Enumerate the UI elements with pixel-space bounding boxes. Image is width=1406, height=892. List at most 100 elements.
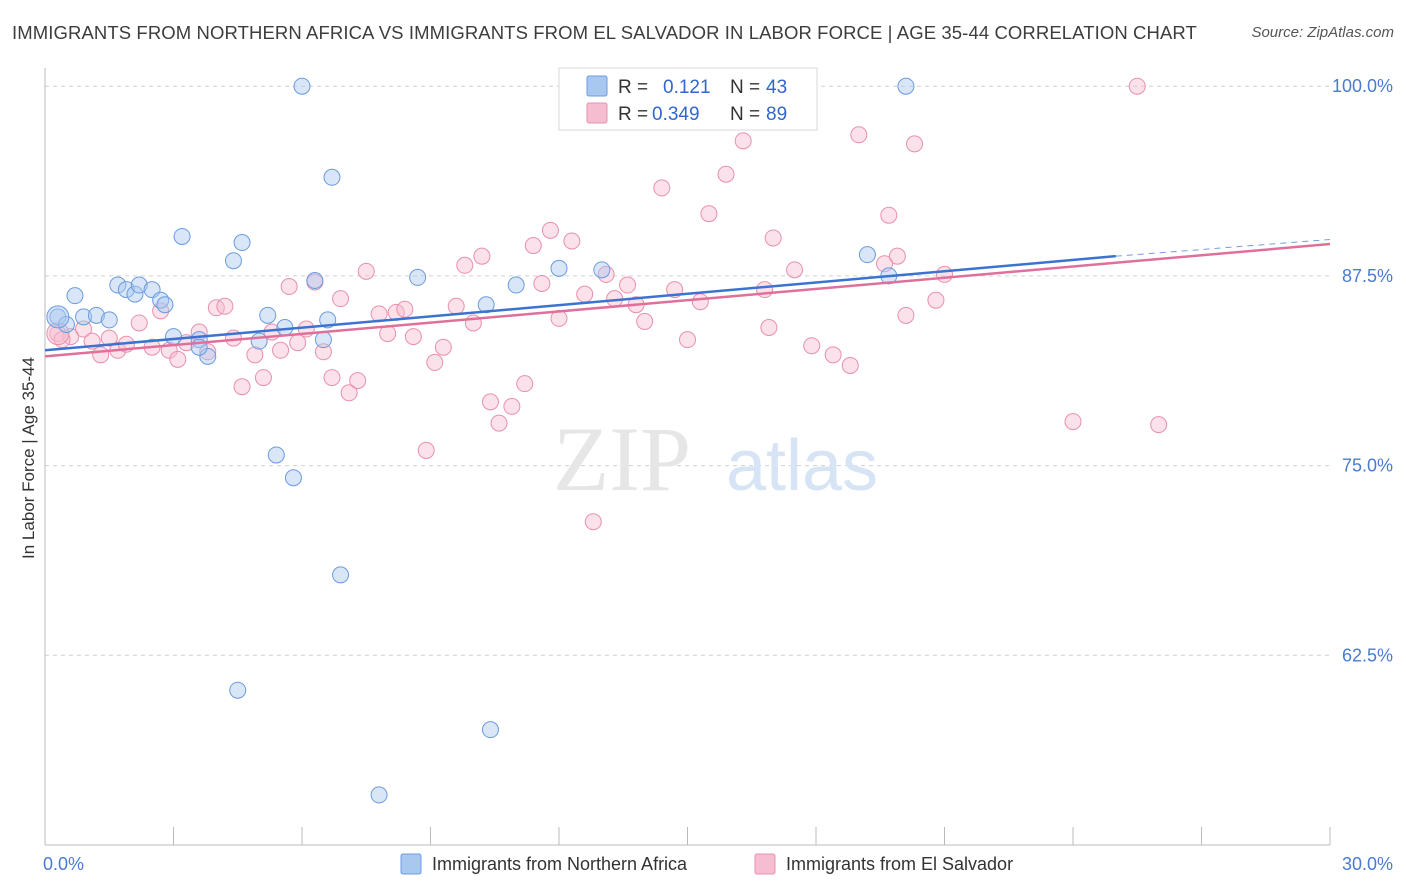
data-point-el-salvador xyxy=(653,179,671,197)
data-point-el-salvador xyxy=(216,297,234,315)
data-point-northern-africa xyxy=(75,308,93,326)
data-point-el-salvador xyxy=(280,278,298,296)
watermark-atlas: atlas xyxy=(726,426,878,506)
data-point-northern-africa xyxy=(306,271,324,289)
data-point-northern-africa xyxy=(858,246,876,264)
data-point-el-salvador xyxy=(349,372,367,390)
legend-r-label-1: R = xyxy=(618,77,648,98)
data-point-northern-africa xyxy=(66,287,84,305)
watermark: ZIP atlas xyxy=(553,408,878,510)
y-tick-label: 62.5% xyxy=(1342,645,1393,665)
data-point-el-salvador xyxy=(75,320,93,338)
data-point-el-salvador xyxy=(314,343,332,361)
data-point-el-salvador xyxy=(199,343,217,361)
data-point-el-salvador xyxy=(533,274,551,292)
trend-line-el-salvador xyxy=(44,242,1331,358)
data-point-el-salvador xyxy=(524,237,542,255)
bottom-legend-swatch-pink xyxy=(754,853,776,875)
data-point-el-salvador xyxy=(541,221,559,239)
data-point-northern-africa xyxy=(173,227,191,245)
data-point-el-salvador xyxy=(1064,413,1082,431)
data-point-northern-africa xyxy=(117,281,135,299)
data-point-el-salvador xyxy=(332,290,350,308)
legend-r-label-2: R = xyxy=(618,104,648,125)
data-point-northern-africa xyxy=(409,268,427,286)
data-point-northern-africa xyxy=(267,446,285,464)
trend-lines xyxy=(44,238,1331,358)
data-point-el-salvador xyxy=(584,513,602,531)
data-point-northern-africa xyxy=(250,332,268,350)
data-point-northern-africa xyxy=(126,285,144,303)
data-point-el-salvador xyxy=(100,329,118,347)
data-point-northern-africa xyxy=(130,276,148,294)
legend-n-label-2: N = xyxy=(730,104,760,125)
data-point-el-salvador xyxy=(927,291,945,309)
data-point-el-salvador xyxy=(233,378,251,396)
data-point-el-salvador xyxy=(1128,77,1146,95)
data-point-northern-africa xyxy=(314,331,332,349)
watermark-zip: ZIP xyxy=(553,408,691,510)
data-point-el-salvador xyxy=(936,265,953,283)
data-point-el-salvador xyxy=(434,338,452,356)
y-tick-label: 87.5% xyxy=(1342,266,1393,286)
data-point-northern-africa-cluster xyxy=(46,305,70,329)
data-point-northern-africa xyxy=(233,234,251,252)
data-point-el-salvador xyxy=(764,229,782,247)
y-tick-label: 100.0% xyxy=(1332,76,1393,96)
chart-title: IMMIGRANTS FROM NORTHERN AFRICA VS IMMIG… xyxy=(12,22,1197,43)
data-point-el-salvador xyxy=(254,369,272,387)
grid-lines xyxy=(45,85,1330,656)
data-point-el-salvador xyxy=(760,319,778,337)
data-point-el-salvador xyxy=(803,337,821,355)
legend-n-value-1: 43 xyxy=(766,77,787,98)
data-point-el-salvador xyxy=(636,312,654,330)
data-point-northern-africa xyxy=(224,252,242,270)
legend-n-value-2: 89 xyxy=(766,104,787,125)
data-point-el-salvador xyxy=(490,414,508,432)
y-tick-label: 75.0% xyxy=(1342,456,1393,476)
data-point-northern-africa xyxy=(323,168,341,186)
data-point-el-salvador xyxy=(576,285,594,303)
data-point-el-salvador xyxy=(447,297,465,315)
data-point-el-salvador xyxy=(906,135,924,153)
data-point-el-salvador xyxy=(691,293,709,311)
data-point-el-salvador xyxy=(516,375,534,393)
series-legend: Immigrants from Northern Africa Immigran… xyxy=(400,853,1013,875)
x-tick-label: 0.0% xyxy=(43,854,84,874)
legend-r-value-1: 0.121 xyxy=(663,77,711,98)
x-tick-label: 30.0% xyxy=(1342,854,1393,874)
data-point-el-salvador xyxy=(563,232,581,250)
data-point-el-salvador xyxy=(824,346,842,364)
bottom-legend-swatch-blue xyxy=(400,853,422,875)
bottom-legend-label-2: Immigrants from El Salvador xyxy=(786,854,1013,874)
data-point-northern-africa xyxy=(550,259,568,277)
legend-swatch-blue xyxy=(586,75,608,97)
data-point-el-salvador xyxy=(92,346,110,364)
data-point-el-salvador xyxy=(1150,416,1168,434)
data-point-el-salvador xyxy=(272,341,290,359)
source-label: Source: ZipAtlas.com xyxy=(1251,24,1394,41)
legend-swatch-pink xyxy=(586,102,608,124)
data-point-el-salvador xyxy=(426,353,444,371)
data-point-northern-africa xyxy=(165,328,182,346)
legend-n-label-1: N = xyxy=(730,77,760,98)
data-point-northern-africa xyxy=(481,721,499,739)
data-point-el-salvador xyxy=(679,331,696,349)
data-point-el-salvador xyxy=(888,247,906,265)
data-point-northern-africa xyxy=(229,681,247,699)
data-point-el-salvador xyxy=(481,393,499,411)
y-axis-label: In Labor Force | Age 35-44 xyxy=(19,357,38,559)
x-tick-labels: 0.0% 30.0% xyxy=(43,854,1393,874)
data-point-northern-africa xyxy=(259,306,277,324)
data-point-northern-africa xyxy=(293,77,311,95)
data-point-northern-africa xyxy=(370,786,388,804)
data-point-northern-africa xyxy=(593,261,611,279)
data-point-northern-africa xyxy=(897,77,915,95)
correlation-legend: R = 0.121 N = 43 R = 0.349 N = 89 xyxy=(558,67,818,131)
y-tick-labels: 62.5% 75.0% 87.5% 100.0% xyxy=(1332,76,1393,665)
data-point-el-salvador xyxy=(880,206,898,224)
data-point-el-salvador xyxy=(897,306,915,324)
data-point-el-salvador xyxy=(207,299,225,317)
data-point-el-salvador xyxy=(246,346,264,364)
